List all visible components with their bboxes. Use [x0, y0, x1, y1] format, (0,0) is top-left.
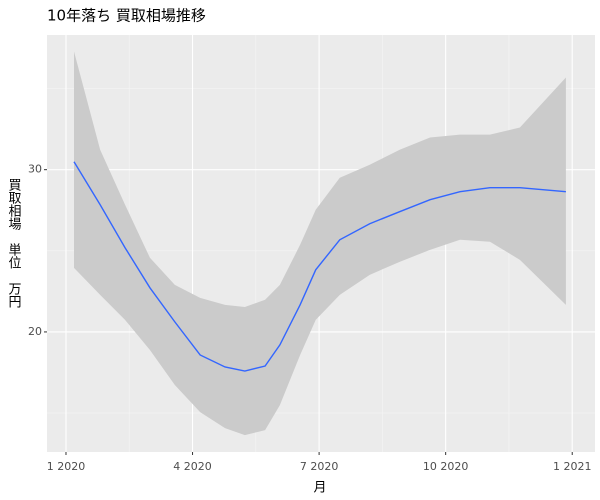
- x-tick-label: 1 2020: [47, 460, 86, 473]
- y-tick-label: 30: [28, 163, 42, 176]
- chart-title: 10年落ち 買取相場推移: [47, 7, 206, 25]
- y-tick-label: 20: [28, 325, 42, 338]
- x-axis-title: 月: [313, 481, 326, 496]
- x-tick-label: 7 2020: [300, 460, 339, 473]
- y-axis-title: 買取相場 単位 万円: [6, 178, 22, 308]
- x-tick-label: 10 2020: [423, 460, 469, 473]
- x-tick-label: 4 2020: [173, 460, 212, 473]
- trend-line: [73, 161, 566, 372]
- confidence-band: [73, 51, 566, 436]
- x-tick-label: 1 2021: [553, 460, 592, 473]
